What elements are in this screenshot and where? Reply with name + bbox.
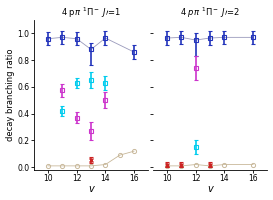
Y-axis label: decay branching ratio: decay branching ratio	[5, 49, 14, 141]
Title: 4 $p\pi$ $^1\Pi^-$ $J\prime$=2: 4 $p\pi$ $^1\Pi^-$ $J\prime$=2	[180, 6, 240, 20]
Title: 4 p$\pi$ $^1\Pi^-$ $J\prime$=1: 4 p$\pi$ $^1\Pi^-$ $J\prime$=1	[61, 6, 121, 20]
X-axis label: v: v	[88, 184, 94, 194]
X-axis label: v: v	[207, 184, 213, 194]
